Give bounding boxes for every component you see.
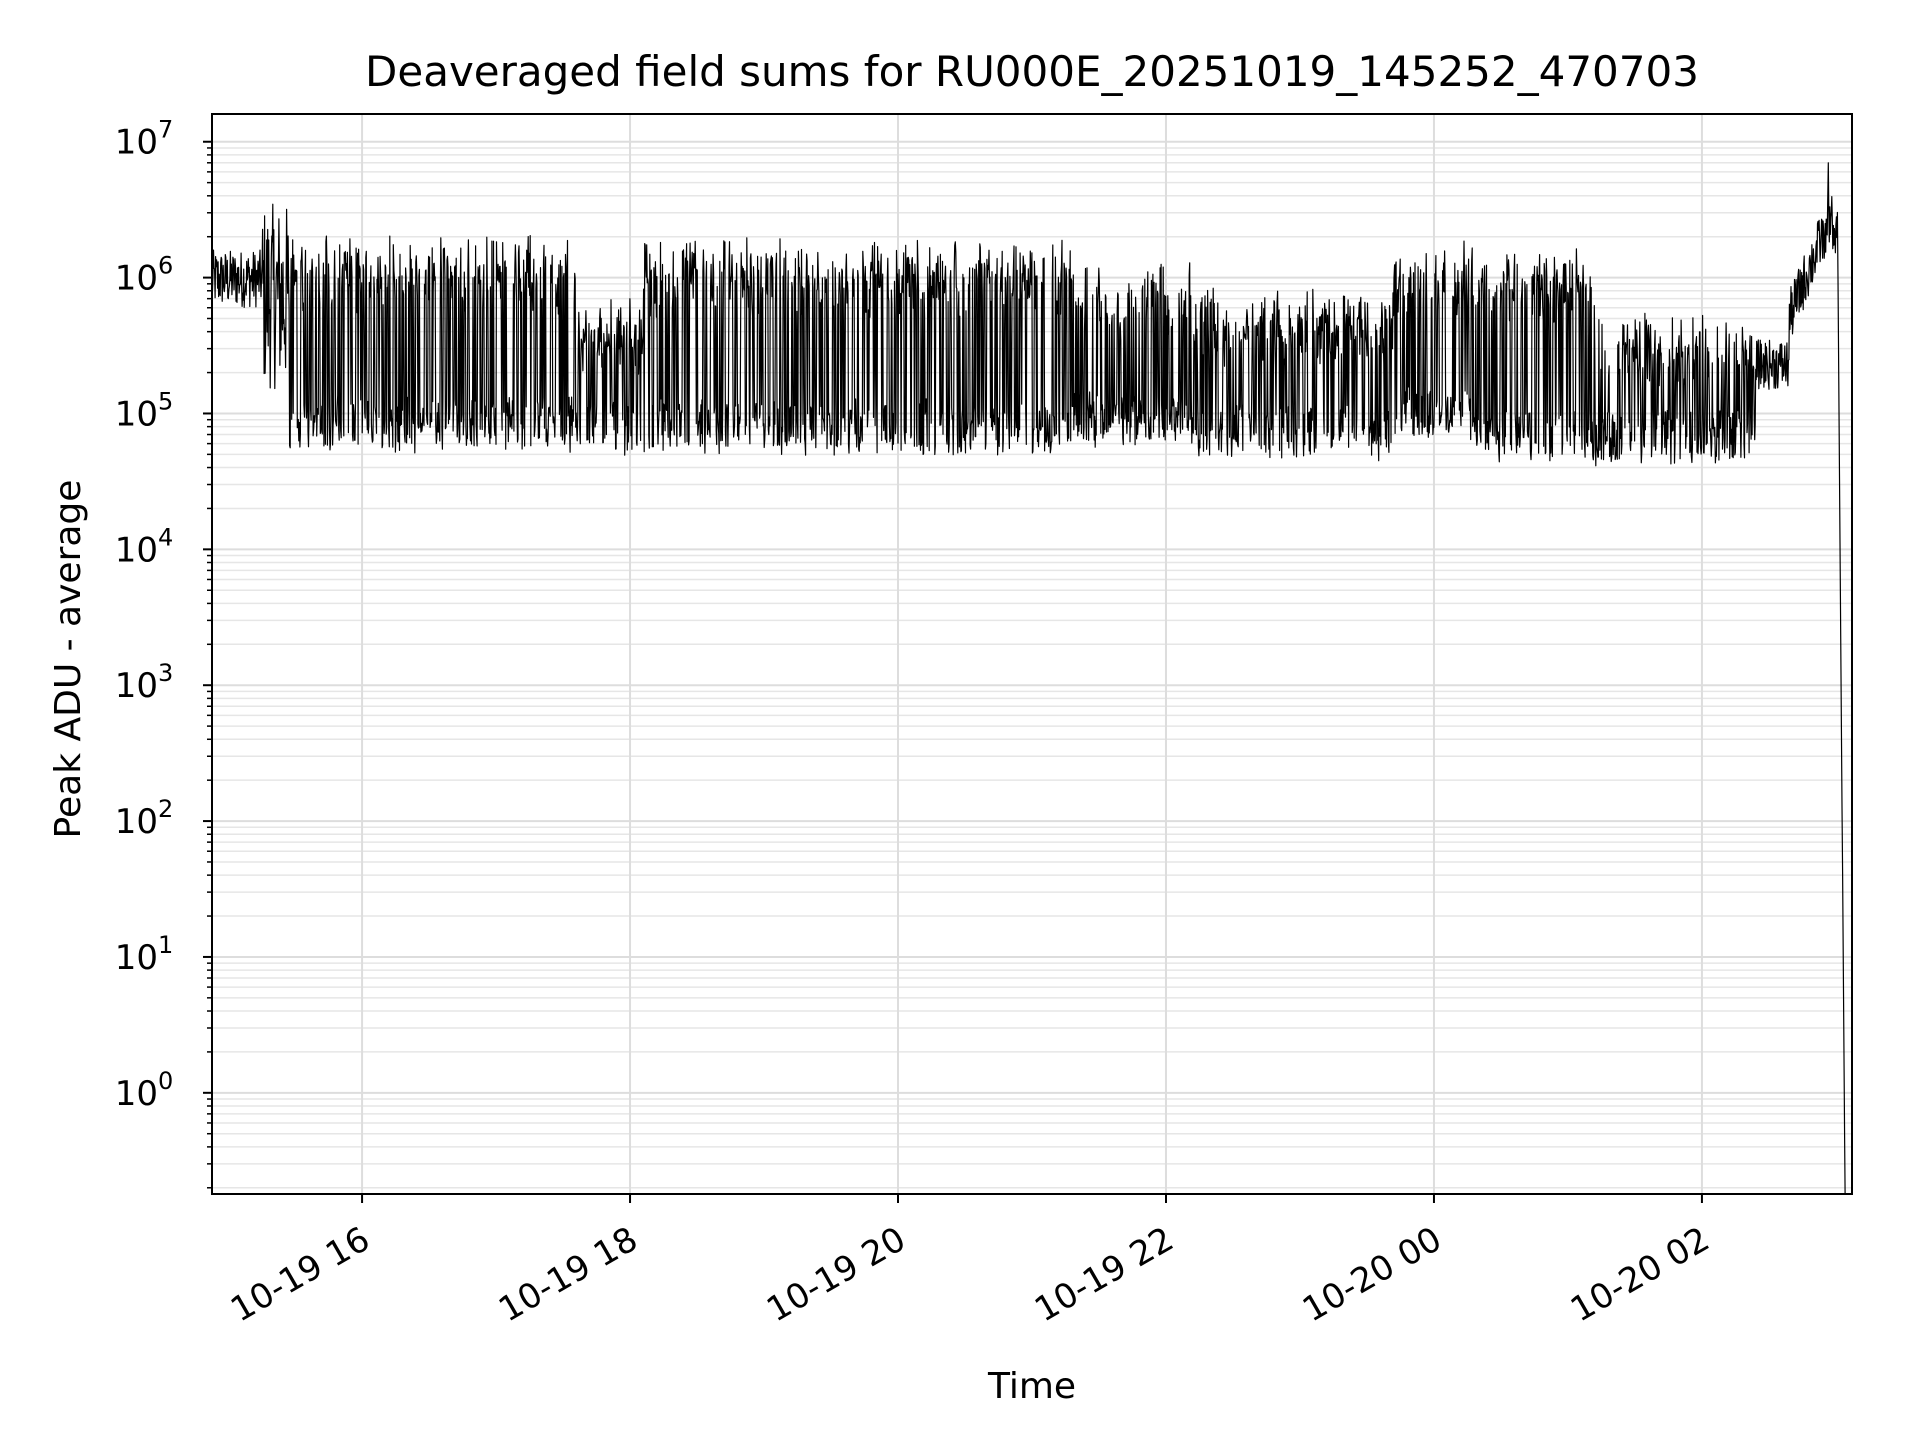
- y-tick-base: 10: [115, 938, 158, 978]
- y-tick-exponent: 3: [158, 659, 173, 687]
- x-tick-label: 10-19 20: [760, 1219, 912, 1330]
- y-tick-base: 10: [115, 259, 158, 299]
- y-tick-base: 10: [115, 394, 158, 434]
- x-tick-label: 10-20 02: [1564, 1219, 1716, 1330]
- y-tick-exponent: 1: [158, 931, 173, 959]
- x-tick-label: 10-19 22: [1028, 1219, 1180, 1330]
- x-axis-label: Time: [987, 1366, 1076, 1407]
- y-tick-label: 104: [115, 523, 174, 570]
- x-axis: 10-19 16 10-19 18 10-19 20 10-19 22 10-20 00…: [224, 1194, 1716, 1330]
- y-tick-label: 105: [115, 387, 174, 434]
- y-tick-exponent: 0: [158, 1067, 173, 1095]
- y-tick-label: 101: [115, 931, 174, 978]
- y-tick-exponent: 7: [158, 116, 173, 144]
- y-tick-label: 106: [115, 252, 174, 299]
- x-tick-label: 10-19 18: [492, 1219, 644, 1330]
- y-tick-exponent: 6: [158, 252, 173, 280]
- y-tick-label: 100: [115, 1067, 174, 1114]
- y-tick-exponent: 4: [158, 523, 173, 551]
- y-tick-label: 102: [115, 795, 174, 842]
- grid-layer: [212, 114, 1852, 1194]
- y-tick-label: 103: [115, 659, 174, 706]
- series-layer: [211, 162, 1847, 1195]
- y-tick-base: 10: [115, 802, 158, 842]
- plot-frame: [211, 113, 1853, 1195]
- x-tick-label: 10-19 16: [224, 1219, 376, 1330]
- chart-title: Deaveraged field sums for RU000E_2025101…: [365, 47, 1699, 96]
- y-tick-base: 10: [115, 530, 158, 570]
- y-tick-label: 107: [115, 116, 174, 163]
- y-tick-base: 10: [115, 1074, 158, 1114]
- y-axis-label: Peak ADU - average: [48, 480, 89, 839]
- y-tick-base: 10: [115, 123, 158, 163]
- series-line: [211, 162, 1847, 1195]
- x-tick-label: 10-20 00: [1296, 1219, 1448, 1330]
- y-tick-base: 10: [115, 666, 158, 706]
- y-tick-exponent: 5: [158, 387, 173, 415]
- y-tick-exponent: 2: [158, 795, 173, 823]
